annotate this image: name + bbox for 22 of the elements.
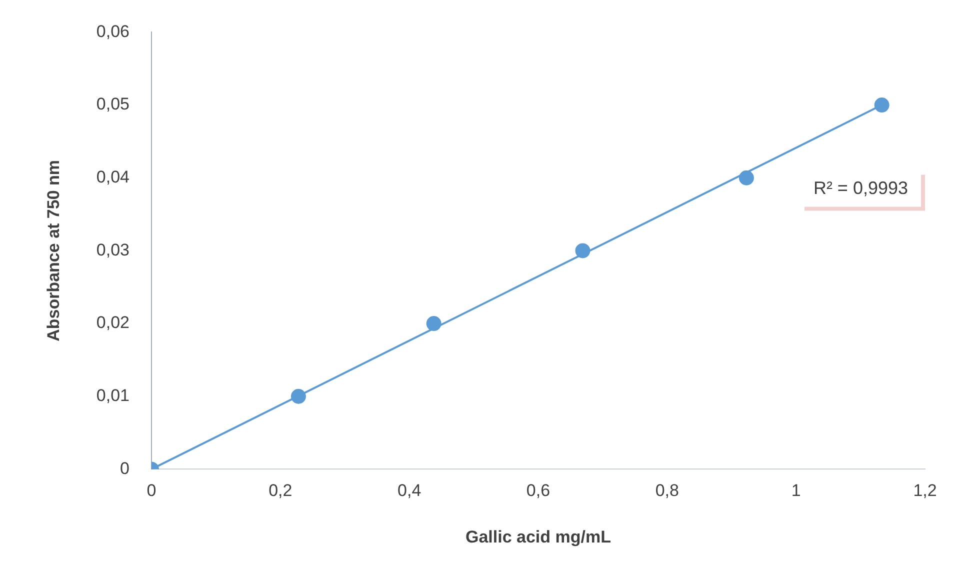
- point: [290, 388, 306, 404]
- y-tick-label: 0,02: [96, 313, 130, 332]
- y-tick-label: 0,05: [96, 94, 130, 114]
- y-axis-title: Absorbance at 750 nm: [44, 160, 63, 342]
- point: [575, 243, 590, 258]
- x-tick-label: 0,6: [526, 481, 550, 500]
- x-tick-label: 0,2: [268, 481, 292, 500]
- x-tick-label: 0,8: [655, 481, 679, 500]
- x-axis-title: Gallic acid mg/mL: [465, 527, 611, 546]
- x-tick-label: 1: [791, 481, 801, 500]
- x-tick-label: 0: [146, 481, 156, 500]
- x-tick-label: 1,2: [913, 481, 937, 500]
- x-tick-label: 0,4: [398, 481, 422, 500]
- point: [738, 170, 754, 186]
- annotation: R² = 0,9993: [813, 178, 908, 198]
- y-tick-label: 0: [120, 458, 130, 478]
- point: [874, 98, 890, 113]
- y-tick-label: 0,01: [96, 386, 130, 406]
- y-tick-label: 0,06: [96, 22, 130, 41]
- point: [426, 316, 442, 332]
- y-tick-label: 0,04: [96, 168, 130, 187]
- y-tick-label: 0,03: [96, 240, 130, 260]
